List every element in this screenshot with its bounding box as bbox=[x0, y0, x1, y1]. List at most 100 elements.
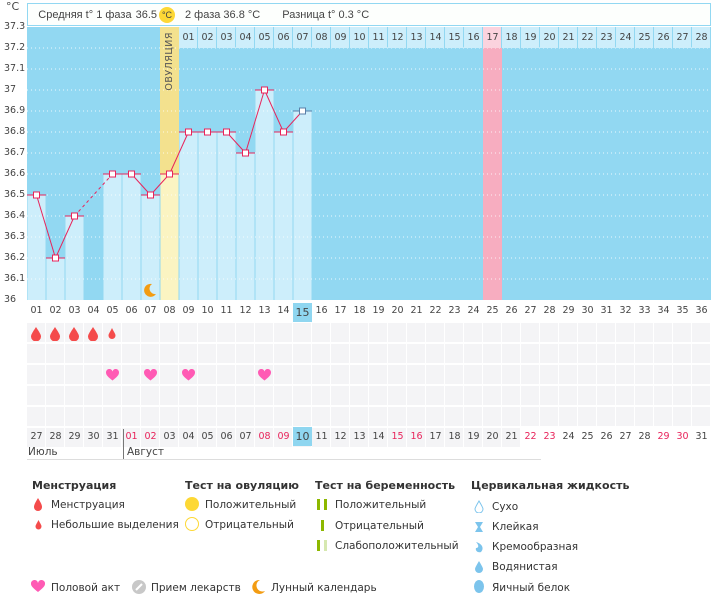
phase2-day-label: 18 bbox=[505, 32, 518, 43]
temperature-line bbox=[264, 89, 284, 133]
date-cell bbox=[122, 428, 140, 447]
symbol-cell bbox=[407, 386, 425, 405]
temperature-point bbox=[166, 170, 173, 178]
calendar-date-label: 19 bbox=[467, 431, 480, 442]
phase2-day-label: 19 bbox=[524, 32, 537, 43]
cycle-day-label: 20 bbox=[391, 305, 404, 316]
legend-item: Водянистая bbox=[492, 561, 558, 573]
symbol-cell bbox=[464, 344, 482, 363]
phase2-day-cell bbox=[369, 27, 387, 48]
sticky-icon bbox=[475, 522, 483, 532]
symbol-cell bbox=[217, 407, 235, 426]
symbol-cell bbox=[350, 407, 368, 426]
pregnancy-negative-icon bbox=[321, 520, 324, 531]
phase2-day-cell bbox=[521, 27, 539, 48]
phase2-day-cell bbox=[502, 27, 520, 48]
symbol-cell bbox=[369, 323, 387, 342]
cycle-day-label: 18 bbox=[353, 305, 366, 316]
calendar-date-label: 23 bbox=[543, 431, 556, 442]
temperature-bar bbox=[141, 195, 160, 300]
calendar-date-label: 17 bbox=[429, 431, 442, 442]
symbol-cell bbox=[521, 323, 539, 342]
cycle-day-label: 05 bbox=[106, 305, 119, 316]
light-drop-icon bbox=[35, 520, 42, 530]
cycle-day-label: 02 bbox=[49, 305, 62, 316]
symbol-cell bbox=[521, 407, 539, 426]
symbol-cell bbox=[274, 386, 292, 405]
symbol-cell bbox=[521, 344, 539, 363]
symbol-cell bbox=[559, 386, 577, 405]
calendar-date-label: 24 bbox=[562, 431, 575, 442]
phase2-day-cell bbox=[312, 27, 330, 48]
cycle-day-label: 12 bbox=[239, 305, 252, 316]
symbol-cell bbox=[445, 386, 463, 405]
calendar-date-label: 27 bbox=[619, 431, 632, 442]
date-cell bbox=[312, 428, 330, 447]
legend-menstruation-title: Менструация bbox=[32, 479, 117, 492]
phase2-day-label: 05 bbox=[258, 32, 271, 43]
symbol-cell bbox=[255, 344, 273, 363]
temperature-bar bbox=[179, 132, 198, 300]
phase2-day-label: 11 bbox=[372, 32, 385, 43]
ovulation-column bbox=[160, 27, 179, 174]
date-cell bbox=[46, 428, 64, 447]
month-label: Июль bbox=[28, 446, 58, 458]
negative-test-icon bbox=[185, 517, 199, 531]
phase2-day-label: 25 bbox=[638, 32, 651, 43]
positive-test-icon bbox=[185, 497, 199, 511]
symbol-cell bbox=[635, 323, 653, 342]
legend-item: Яичный белок bbox=[492, 582, 571, 594]
phase2-day-label: 28 bbox=[695, 32, 708, 43]
cycle-day-label: 25 bbox=[486, 305, 499, 316]
phase2-day-cell bbox=[464, 27, 482, 48]
symbol-cell bbox=[27, 344, 45, 363]
heart-icon bbox=[31, 580, 45, 592]
heart-icon bbox=[143, 368, 158, 384]
symbol-cell bbox=[65, 344, 83, 363]
cycle-day-label: 04 bbox=[87, 305, 100, 316]
calendar-date-label: 03 bbox=[163, 431, 176, 442]
symbol-cell bbox=[331, 407, 349, 426]
symbol-cell bbox=[388, 386, 406, 405]
symbol-cell bbox=[597, 323, 615, 342]
legend-item: Отрицательный bbox=[335, 520, 424, 532]
phase2-day-cell bbox=[540, 27, 558, 48]
symbol-cell bbox=[122, 323, 140, 342]
temperature-point bbox=[52, 254, 59, 262]
symbol-cell bbox=[407, 365, 425, 384]
temperature-point bbox=[204, 128, 211, 136]
calendar-date-label: 31 bbox=[106, 431, 119, 442]
symbol-cell bbox=[540, 323, 558, 342]
temperature-line bbox=[36, 194, 56, 259]
phase2-day-label: 13 bbox=[410, 32, 423, 43]
symbol-cell bbox=[27, 365, 45, 384]
phase2-day-cell bbox=[483, 27, 501, 48]
phase1-label: Средняя t° 1 фаза bbox=[38, 8, 132, 21]
unit-label: °C bbox=[6, 0, 20, 13]
symbol-cell bbox=[160, 344, 178, 363]
symbol-cell bbox=[331, 386, 349, 405]
cycle-day-label: 11 bbox=[220, 305, 233, 316]
calendar-date-label: 11 bbox=[315, 431, 328, 442]
symbol-cell bbox=[141, 386, 159, 405]
phase2-day-cell bbox=[217, 27, 235, 48]
symbol-cell bbox=[692, 365, 710, 384]
symbol-cell bbox=[407, 407, 425, 426]
symbol-cell bbox=[84, 386, 102, 405]
symbol-cell bbox=[388, 407, 406, 426]
summary-header: Средняя t° 1 фаза 36.5 °C 2 фаза 36.8 °C… bbox=[27, 3, 711, 26]
y-tick-label: 37 bbox=[4, 84, 17, 95]
legend-item: Прием лекарств bbox=[151, 582, 241, 594]
calendar-date-label: 29 bbox=[68, 431, 81, 442]
date-cell bbox=[388, 428, 406, 447]
symbol-cell bbox=[483, 365, 501, 384]
symbol-cell bbox=[635, 344, 653, 363]
legend-cervical-title: Цервикальная жидкость bbox=[471, 479, 630, 492]
symbol-cell bbox=[274, 407, 292, 426]
phase2-group: 2 фаза 36.8 °C Разница t° 0.3 °C bbox=[175, 9, 369, 21]
symbol-cell bbox=[312, 365, 330, 384]
symbol-cell bbox=[502, 365, 520, 384]
cycle-day-label: 16 bbox=[315, 305, 328, 316]
legend-item: Небольшие выделения bbox=[51, 519, 179, 531]
cycle-day-label: 19 bbox=[372, 305, 385, 316]
